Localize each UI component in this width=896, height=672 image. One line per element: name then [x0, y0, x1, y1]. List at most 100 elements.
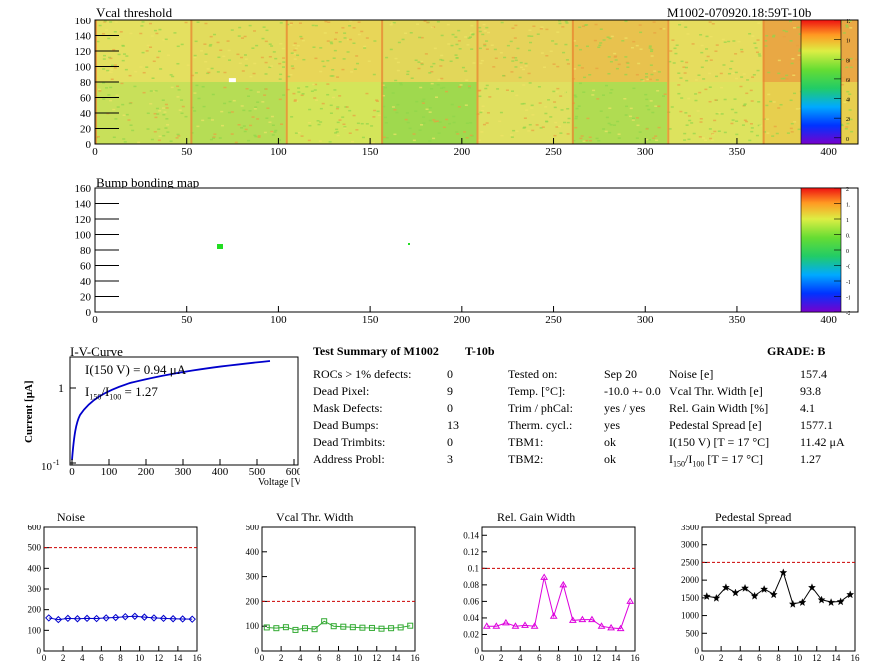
series-line	[486, 577, 631, 630]
pixel-speck	[757, 22, 761, 24]
pixel-speck	[120, 82, 124, 85]
pixel-speck	[319, 70, 323, 73]
pixel-speck	[669, 50, 673, 52]
pixel-speck	[537, 86, 541, 88]
pixel-speck	[680, 20, 684, 23]
pixel-speck	[490, 44, 494, 47]
threshold-map-pixels	[95, 20, 858, 144]
pixel-speck	[244, 58, 248, 60]
pixel-speck	[650, 50, 654, 53]
pixel-speck	[122, 114, 126, 117]
pixel-speck	[240, 37, 244, 39]
summary-col2-value: Sep 20	[604, 367, 637, 381]
pixel-speck	[842, 32, 846, 34]
pixel-speck	[599, 28, 603, 30]
pixel-speck	[353, 68, 357, 70]
x-tick-label: 250	[545, 314, 562, 326]
pixel-speck	[527, 130, 531, 132]
pixel-speck	[300, 37, 304, 40]
pixel-speck	[165, 107, 169, 109]
pixel-speck	[256, 91, 260, 93]
pixel-speck	[472, 62, 476, 64]
pixel-speck	[850, 130, 854, 133]
pixel-speck	[428, 111, 432, 113]
pixel-speck	[786, 132, 790, 134]
pixel-speck	[544, 112, 548, 115]
x-tick-label: 8	[556, 653, 561, 663]
pixel-speck	[530, 107, 534, 109]
roc-chart-title: Rel. Gain Width	[497, 510, 576, 524]
pixel-speck	[399, 83, 403, 86]
pixel-speck	[449, 60, 453, 63]
pixel-speck	[562, 51, 566, 54]
summary-col1-value: 13	[447, 418, 459, 432]
pixel-speck	[121, 45, 125, 47]
pixel-speck	[140, 25, 144, 27]
pixel-speck	[708, 21, 712, 23]
pixel-speck	[623, 97, 627, 100]
pixel-speck	[110, 78, 114, 81]
data-point	[83, 614, 91, 623]
pixel-speck	[647, 139, 651, 141]
pixel-speck	[238, 62, 242, 64]
pixel-speck	[151, 77, 155, 79]
roc-block	[190, 82, 286, 144]
pixel-speck	[527, 35, 531, 37]
summary-col3-label: Vcal Thr. Width [e]	[669, 384, 763, 398]
pixel-speck	[743, 103, 747, 105]
pixel-speck	[419, 86, 423, 89]
pixel-speck	[295, 100, 299, 102]
pixel-speck	[782, 36, 786, 38]
bump-map-defect-cluster	[217, 244, 223, 249]
pixel-speck	[441, 59, 445, 62]
pixel-speck	[522, 127, 526, 129]
roc-edge	[381, 82, 384, 144]
pixel-speck	[607, 122, 611, 125]
pixel-speck	[247, 139, 251, 142]
pixel-speck	[392, 21, 396, 24]
pixel-speck	[544, 106, 548, 108]
pixel-speck	[417, 61, 421, 63]
pixel-speck	[385, 137, 389, 139]
pixel-speck	[683, 139, 687, 141]
pixel-speck	[153, 29, 157, 32]
x-tick-label: 12	[812, 653, 821, 663]
data-point	[330, 623, 337, 630]
pixel-speck	[297, 91, 301, 93]
pixel-speck	[156, 113, 160, 115]
pixel-speck	[252, 72, 256, 75]
x-tick-label: 0	[92, 146, 98, 158]
x-tick-label: 2	[279, 653, 284, 663]
data-point	[102, 614, 110, 622]
pixel-speck	[262, 26, 266, 28]
pixel-speck	[452, 115, 456, 118]
pixel-speck	[420, 60, 424, 63]
pixel-speck	[237, 35, 241, 37]
pixel-speck	[166, 131, 170, 133]
y-tick-label: 0	[86, 139, 92, 151]
y-tick-label: 80	[80, 77, 92, 89]
pixel-speck	[637, 62, 641, 65]
pixel-speck	[720, 113, 724, 115]
pixel-speck	[173, 32, 177, 34]
pixel-speck	[547, 99, 551, 101]
x-tick-label: 0	[92, 314, 98, 326]
pixel-speck	[607, 72, 611, 75]
x-tick-label: 300	[637, 314, 654, 326]
pixel-speck	[522, 102, 526, 105]
pixel-speck	[420, 63, 424, 66]
palette-tick-label: 60	[846, 78, 850, 84]
x-tick-label: 400	[820, 146, 837, 158]
pixel-speck	[243, 35, 247, 38]
pixel-speck	[541, 126, 545, 128]
palette-tick-label: -1.5	[846, 296, 850, 302]
pixel-speck	[705, 35, 709, 38]
pixel-speck	[645, 73, 649, 75]
pixel-speck	[180, 99, 184, 101]
pixel-speck	[626, 66, 630, 68]
summary-col1-label: Mask Defects:	[313, 401, 383, 415]
pixel-speck	[528, 82, 532, 84]
pixel-speck	[573, 94, 577, 97]
pixel-speck	[158, 50, 162, 53]
pixel-speck	[485, 26, 489, 29]
